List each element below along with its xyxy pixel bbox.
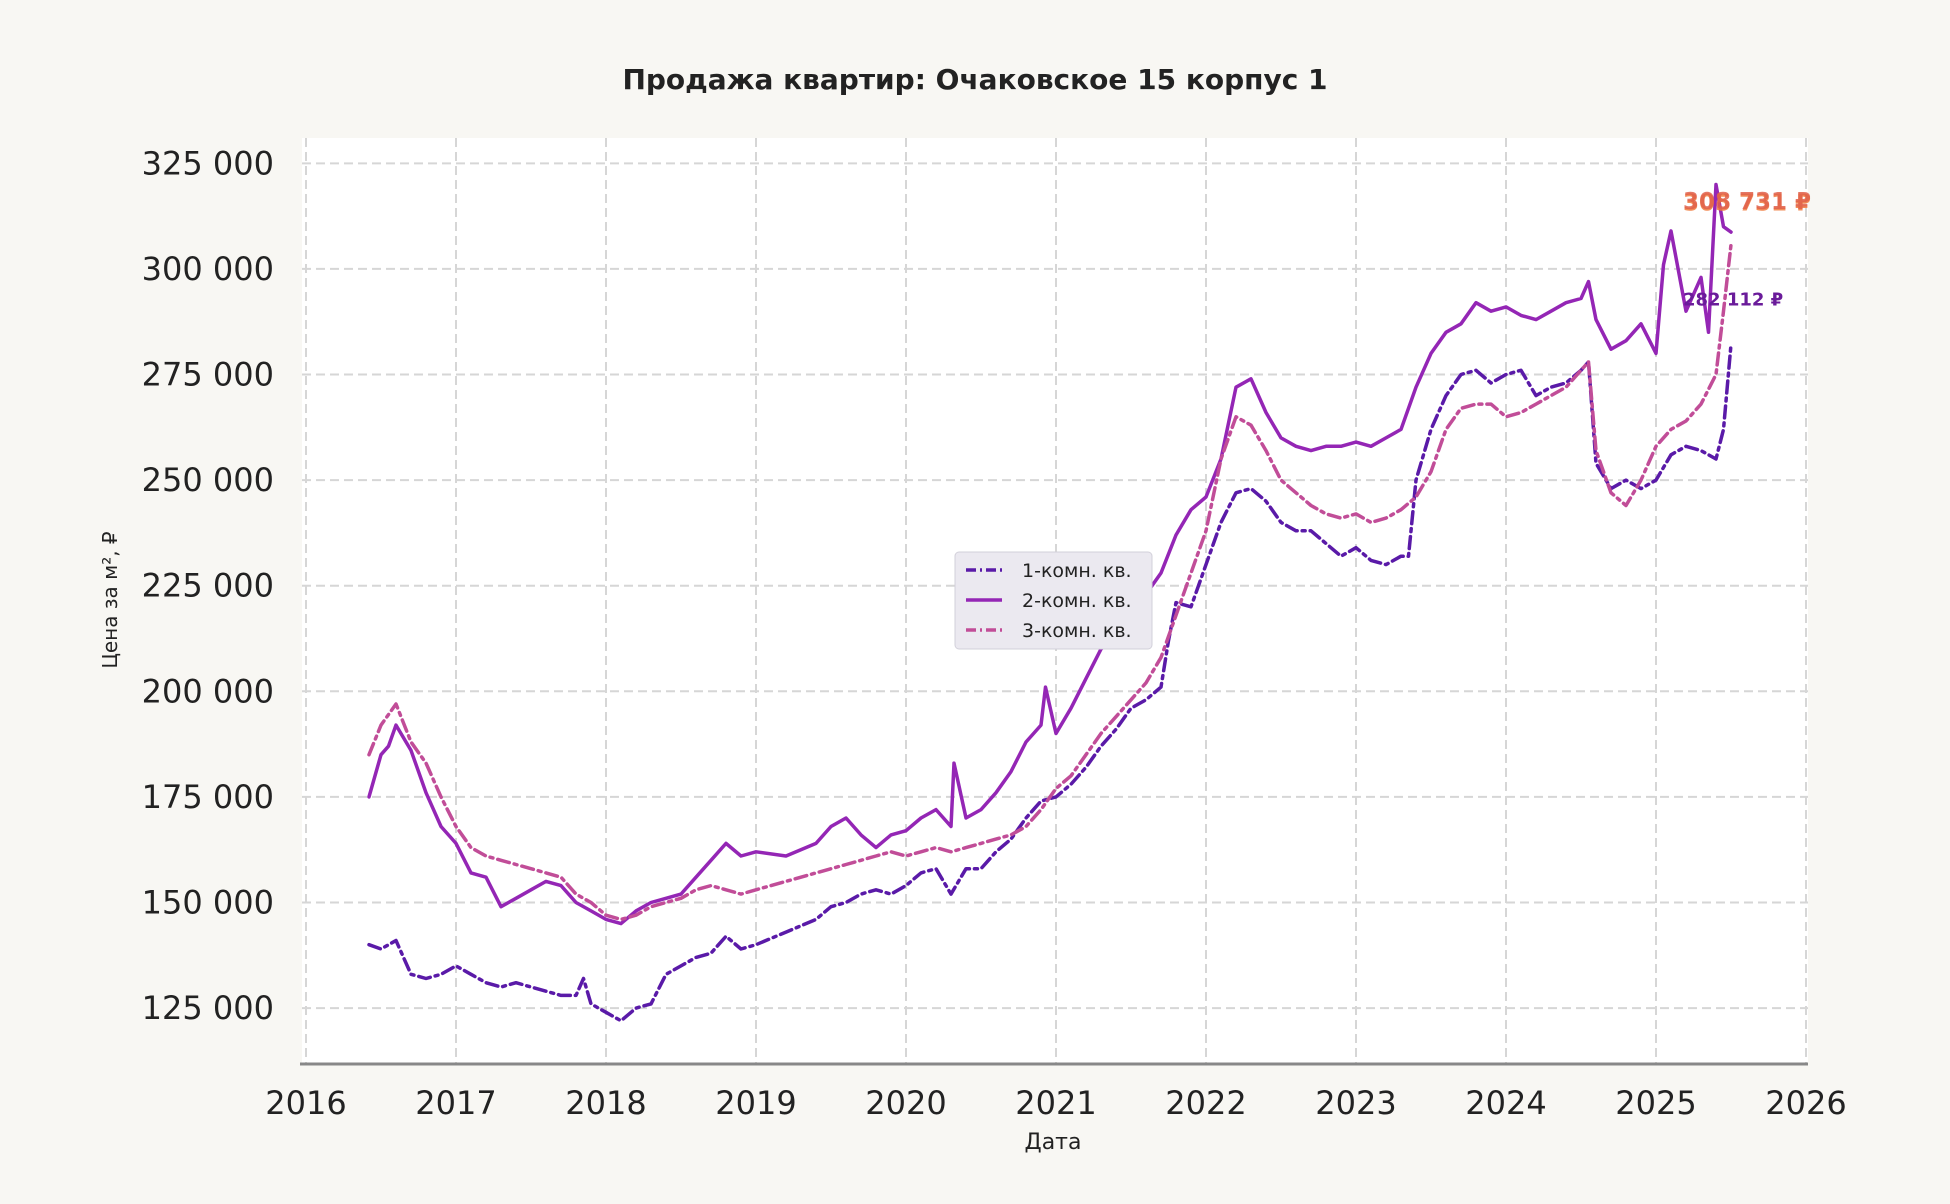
legend-box — [954, 551, 1153, 650]
y-tick-label-5: 250 000 — [142, 461, 274, 499]
y-tick-label-3: 200 000 — [142, 672, 274, 710]
grid-lines — [302, 138, 1808, 1063]
annotation-label-1: 305 731 ₽ — [1683, 190, 1811, 216]
y-tick-label-2: 175 000 — [142, 778, 274, 816]
y-tick-label-6: 275 000 — [142, 356, 274, 394]
y-tick-labels: 125 000 150 000 175 000 200 000 225 000 250 0… — [142, 144, 274, 1027]
x-tick-label-9: 2025 — [1615, 1084, 1696, 1122]
legend-item-1: 1-комн. кв. — [966, 560, 1132, 582]
series-line-1 — [367, 342, 1733, 1023]
legend-item-3: 3-комн. кв. — [966, 620, 1132, 642]
series-layer — [367, 182, 1733, 1023]
x-tick-label-8: 2024 — [1465, 1084, 1546, 1122]
x-tick-label-1: 2017 — [415, 1084, 496, 1122]
x-tick-label-0: 2016 — [265, 1084, 346, 1122]
chart-title: Продажа квартир: Очаковское 15 корпус 1 — [622, 63, 1327, 96]
series-line-2 — [367, 182, 1733, 926]
y-tick-label-0: 125 000 — [142, 989, 274, 1027]
x-tick-label-4: 2020 — [865, 1084, 946, 1122]
annotations: 305 731 ₽308 731 ₽ 282 112 ₽ — [1683, 189, 1811, 310]
x-tick-label-7: 2023 — [1315, 1084, 1396, 1122]
y-tick-label-1: 150 000 — [142, 883, 274, 921]
x-tick-label-3: 2019 — [715, 1084, 796, 1122]
series-line-3 — [367, 242, 1733, 922]
x-tick-label-5: 2021 — [1015, 1084, 1096, 1122]
legend-label-1: 1-комн. кв. — [1022, 560, 1132, 582]
legend-label-2: 2-комн. кв. — [1022, 590, 1132, 612]
y-tick-label-7: 300 000 — [142, 250, 274, 288]
y-tick-label-4: 225 000 — [142, 567, 274, 605]
legend-label-3: 3-комн. кв. — [1022, 620, 1132, 642]
legend: 1-комн. кв. 2-комн. кв. 3-комн. кв. — [954, 551, 1153, 650]
legend-item-2: 2-комн. кв. — [966, 590, 1132, 612]
annotation-label-3: 282 112 ₽ — [1683, 290, 1783, 311]
y-tick-label-8: 325 000 — [142, 144, 274, 182]
x-tick-label-6: 2022 — [1165, 1084, 1246, 1122]
annotation-label-2: 308 731 ₽ — [1683, 189, 1811, 215]
x-tick-label-2: 2018 — [565, 1084, 646, 1122]
y-axis-label: Цена за м², ₽ — [98, 531, 122, 669]
x-tick-labels: 2016 2017 2018 2019 2020 2021 2022 2023 2024 2025… — [265, 1084, 1846, 1122]
x-tick-label-10: 2026 — [1765, 1084, 1846, 1122]
x-axis-label: Дата — [1025, 1130, 1082, 1155]
